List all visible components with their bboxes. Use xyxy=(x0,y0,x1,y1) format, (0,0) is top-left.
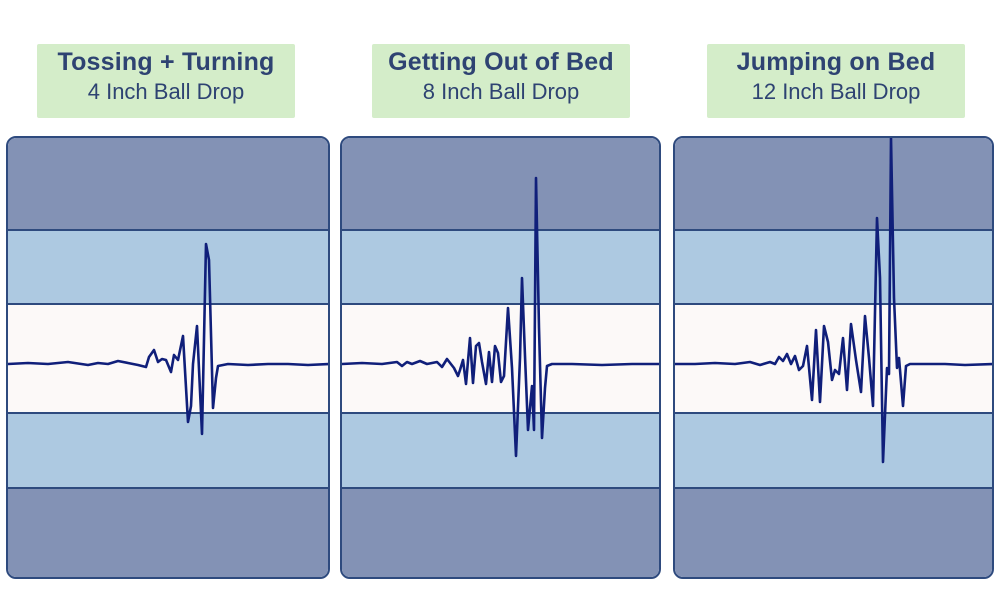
waveform-panel-getting-out-of-bed xyxy=(340,136,661,579)
outer-band-bottom xyxy=(8,487,328,577)
middle-band-bottom xyxy=(675,412,992,488)
middle-band-top xyxy=(8,229,328,304)
outer-band-top xyxy=(8,138,328,230)
waveform-line xyxy=(342,176,659,458)
center-band xyxy=(8,303,328,413)
label-jumping-on-bed: Jumping on Bed 12 Inch Ball Drop xyxy=(707,44,965,118)
middle-band-bottom xyxy=(342,412,659,488)
middle-band-top xyxy=(675,229,992,304)
label-tossing-turning: Tossing + Turning 4 Inch Ball Drop xyxy=(37,44,295,118)
waveform-line xyxy=(675,138,992,464)
panel-title: Jumping on Bed xyxy=(736,48,936,76)
outer-band-top xyxy=(675,138,992,230)
panel-subtitle: 8 Inch Ball Drop xyxy=(422,79,580,104)
middle-band-bottom xyxy=(8,412,328,488)
waveform-panel-jumping-on-bed xyxy=(673,136,994,579)
panel-subtitle: 12 Inch Ball Drop xyxy=(751,79,921,104)
center-band xyxy=(342,303,659,413)
waveform-line xyxy=(8,242,328,436)
panel-title: Tossing + Turning xyxy=(57,48,275,76)
middle-band-top xyxy=(342,229,659,304)
outer-band-bottom xyxy=(675,487,992,577)
center-band xyxy=(675,303,992,413)
panel-subtitle: 4 Inch Ball Drop xyxy=(87,79,245,104)
waveform-panel-tossing-turning xyxy=(6,136,330,579)
panel-title: Getting Out of Bed xyxy=(388,48,614,76)
outer-band-bottom xyxy=(342,487,659,577)
label-getting-out-of-bed: Getting Out of Bed 8 Inch Ball Drop xyxy=(372,44,630,118)
outer-band-top xyxy=(342,138,659,230)
